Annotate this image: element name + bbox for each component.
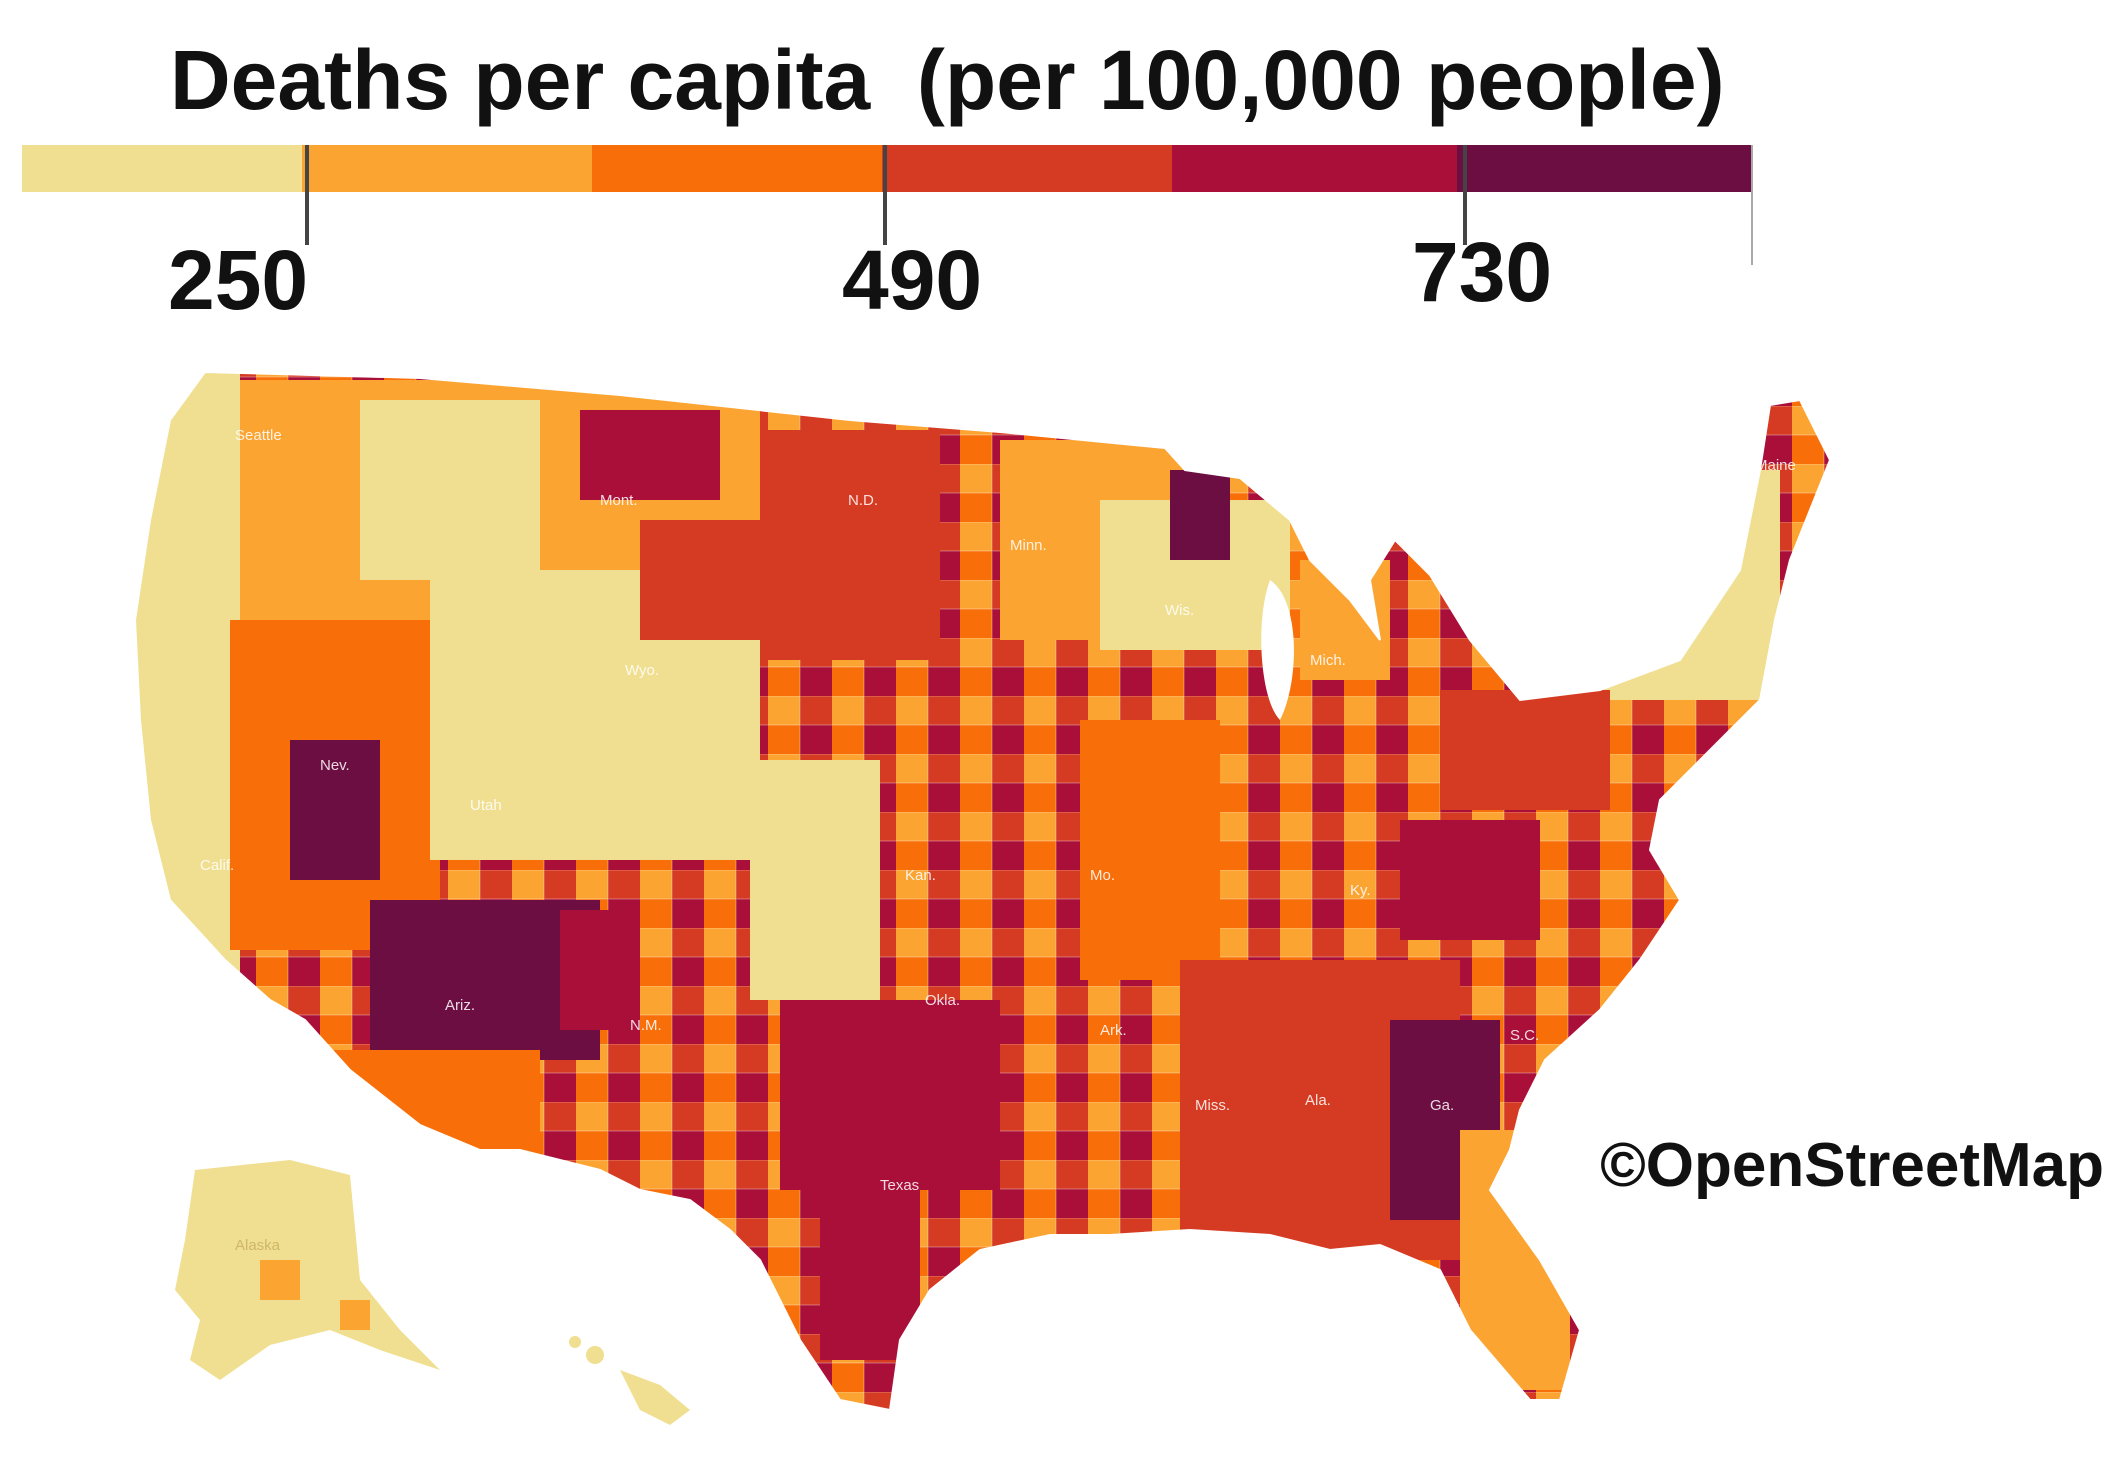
legend-tick bbox=[1463, 145, 1467, 245]
map-label: Kan. bbox=[905, 867, 936, 884]
alaska-accent bbox=[260, 1260, 300, 1300]
map-label: N.D. bbox=[848, 492, 878, 509]
contiguous-us bbox=[135, 372, 1830, 1410]
legend-tick-label-730: 730 bbox=[1412, 225, 1553, 319]
map-label: Mont. bbox=[600, 492, 638, 509]
alaska bbox=[175, 1160, 440, 1380]
legend-tick bbox=[305, 145, 309, 245]
map-label: Mich. bbox=[1310, 652, 1346, 669]
alaska-accent bbox=[340, 1300, 370, 1330]
map-label: Ariz. bbox=[445, 997, 475, 1014]
legend-bin-2 bbox=[302, 145, 592, 192]
legend-tick-label-490: 490 bbox=[842, 233, 983, 327]
map-label: Miss. bbox=[1195, 1097, 1230, 1114]
legend-bin-5 bbox=[1172, 145, 1457, 192]
map-label: Calif. bbox=[200, 857, 234, 874]
map-label: Nev. bbox=[320, 757, 350, 774]
map-label: N.M. bbox=[630, 1017, 662, 1034]
map-label: Wis. bbox=[1165, 602, 1194, 619]
map-label: Ga. bbox=[1430, 1097, 1454, 1114]
legend-bin-4 bbox=[882, 145, 1172, 192]
hawaii bbox=[620, 1370, 690, 1425]
map-label: Utah bbox=[470, 797, 502, 814]
map-label: S.C. bbox=[1510, 1027, 1539, 1044]
map-label: Seattle bbox=[235, 427, 282, 444]
map-label: Wyo. bbox=[625, 662, 659, 679]
map-label: Minn. bbox=[1010, 537, 1047, 554]
map-label: Maine bbox=[1755, 457, 1796, 474]
lake-michigan bbox=[1261, 580, 1294, 720]
legend-end-tick bbox=[1751, 145, 1753, 265]
map-label: Texas bbox=[880, 1177, 919, 1194]
legend-tick-label-250: 250 bbox=[168, 233, 309, 327]
legend-bin-1 bbox=[22, 145, 302, 192]
map-label: Alaska bbox=[235, 1237, 281, 1254]
hawaii-island bbox=[569, 1336, 581, 1348]
map-label: Ark. bbox=[1100, 1022, 1127, 1039]
map-label: Mo. bbox=[1090, 867, 1115, 884]
attribution: ©OpenStreetMap bbox=[1600, 1131, 2104, 1200]
legend-color-bar bbox=[22, 145, 1752, 192]
outline bbox=[133, 370, 1832, 1412]
hawaii-island bbox=[586, 1346, 604, 1364]
legend-tick bbox=[883, 145, 887, 245]
legend-bin-6 bbox=[1457, 145, 1752, 192]
legend-title: Deaths per capita (per 100,000 people) bbox=[170, 33, 1725, 127]
legend-bin-3 bbox=[592, 145, 882, 192]
map-label: Ala. bbox=[1305, 1092, 1331, 1109]
map-label: Ky. bbox=[1350, 882, 1371, 899]
map-label: Okla. bbox=[925, 992, 960, 1009]
